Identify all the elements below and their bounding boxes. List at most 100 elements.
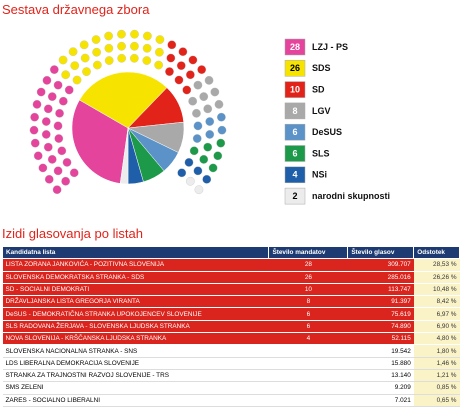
party-name: SLOVENSKA NACIONALNA STRANKA - SNS xyxy=(2,344,269,358)
legend-label: SD xyxy=(312,84,325,94)
table-row: ZARES - SOCIALNO LIBERALNI 7.021 0,65 % xyxy=(2,394,460,407)
votes: 285.016 xyxy=(347,271,414,284)
legend-value: 10 xyxy=(290,84,300,94)
seat-dot xyxy=(184,158,194,167)
seat-dot xyxy=(166,53,176,63)
seats: 6 xyxy=(268,307,348,321)
legend-swatch xyxy=(284,60,306,77)
table-row: SLOVENSKA DEMOKRATSKA STRANKA - SDS 26 285… xyxy=(2,271,460,284)
seat-dot xyxy=(47,92,57,101)
votes: 91.397 xyxy=(347,295,414,309)
votes: 13.140 xyxy=(347,369,414,383)
legend-value: 8 xyxy=(292,106,297,116)
party-name: STRANKA ZA TRAJNOSTNI RAZVOJ SLOVENIJE -… xyxy=(2,369,269,383)
legend-swatch xyxy=(284,145,306,162)
seat-dot xyxy=(143,31,152,41)
seat-dot xyxy=(176,61,186,70)
seat-dot xyxy=(117,41,126,51)
column-header: Število mandatov xyxy=(268,245,349,260)
column-header: Kandidatna lista xyxy=(1,245,270,260)
seat-dot xyxy=(178,47,188,57)
legend-value: 28 xyxy=(290,42,300,52)
percent: 6,90 % xyxy=(413,320,460,334)
chart-title: Sestava državnega zbora xyxy=(2,2,150,17)
seat-dot xyxy=(186,70,195,80)
party-name: DRŽAVLJANSKA LISTA GREGORJA VIRANTA xyxy=(2,295,269,309)
percent: 26,26 % xyxy=(413,271,460,284)
seat-dot xyxy=(194,185,204,195)
seat-dot xyxy=(49,65,59,74)
seat-dot xyxy=(142,43,152,53)
legend-label: LZJ - PS xyxy=(312,42,348,52)
seat-dot xyxy=(47,155,57,164)
seat-dot xyxy=(30,112,39,122)
party-name: SMS ZELENI xyxy=(2,381,269,395)
seat-dot xyxy=(213,151,223,161)
percent: 1,46 % xyxy=(413,357,460,370)
votes: 7.021 xyxy=(347,394,414,407)
legend-value: 2 xyxy=(292,191,297,201)
seat-dot xyxy=(217,125,227,135)
percent: 0,85 % xyxy=(413,381,460,395)
legend-value: 26 xyxy=(290,63,300,73)
seat-dot xyxy=(192,134,202,143)
seat-dot xyxy=(38,163,48,173)
pie-slice xyxy=(79,71,168,129)
legend-swatch xyxy=(284,38,306,56)
seats: 28 xyxy=(268,258,348,272)
seat-dot xyxy=(205,117,215,126)
chart: 28 LZJ - PS 26 SDS 10 SD 8 LGV 6 DeSUS 6 SLS 4 NSi 2 na… xyxy=(29,29,390,205)
seat-dot xyxy=(92,47,101,57)
table-row: SLOVENSKA NACIONALNA STRANKA - SNS 19.542… xyxy=(2,344,460,358)
seat-dot xyxy=(192,108,201,118)
seat-dot xyxy=(53,80,63,90)
seat-dot xyxy=(117,53,127,63)
seat-dot xyxy=(68,47,78,57)
table-row: DeSUS - DEMOKRATIČNA STRANKA UPOKOJENCEV… xyxy=(2,307,460,321)
seat-dot xyxy=(155,35,165,44)
legend-value: 6 xyxy=(292,127,297,137)
seats: 10 xyxy=(268,283,348,297)
seat-dot xyxy=(193,121,203,131)
seat-dot xyxy=(53,166,63,176)
seat-dot xyxy=(177,168,187,178)
percent: 6,97 % xyxy=(413,307,460,321)
votes: 74.890 xyxy=(347,320,414,334)
seat-dot xyxy=(203,104,213,114)
seat-dot xyxy=(205,130,215,139)
seats xyxy=(268,357,348,370)
seat-dot xyxy=(54,134,64,143)
legend-value: 6 xyxy=(292,148,297,158)
party-name: NOVA SLOVENIJA - KRŠČANSKA LJUDSKA STRAN… xyxy=(2,332,269,346)
seat-dot xyxy=(80,53,90,63)
legend-label: SLS xyxy=(312,148,330,158)
votes: 52.115 xyxy=(347,332,414,346)
seat-dot xyxy=(53,121,63,131)
legend-swatch xyxy=(284,123,306,141)
seat-dot xyxy=(188,96,198,106)
seats xyxy=(268,344,348,358)
seat-dot xyxy=(165,67,174,76)
seat-dot xyxy=(193,166,203,176)
seat-dot xyxy=(32,100,42,109)
party-name: SLOVENSKA DEMOKRATSKA STRANKA - SDS xyxy=(2,271,269,284)
seat-dot xyxy=(57,146,67,156)
seat-dot xyxy=(43,142,53,152)
seat-dot xyxy=(197,65,207,74)
seats xyxy=(268,381,348,395)
legend-swatch xyxy=(284,187,306,205)
seat-dot xyxy=(79,40,89,50)
legend-label: SDS xyxy=(312,63,331,73)
results-table: Kandidatna lista Število mandatov Število … xyxy=(1,245,460,407)
seats: 8 xyxy=(268,295,348,309)
column-header: Število glasov xyxy=(347,245,415,260)
legend-label: narodni skupnosti xyxy=(312,191,390,201)
seat-dot xyxy=(217,112,226,122)
seat-dot xyxy=(210,87,220,97)
seat-dot xyxy=(55,108,64,118)
seat-dot xyxy=(204,76,214,85)
seat-dot xyxy=(199,155,209,164)
legend-swatch xyxy=(284,166,306,184)
seat-dot xyxy=(129,53,139,63)
